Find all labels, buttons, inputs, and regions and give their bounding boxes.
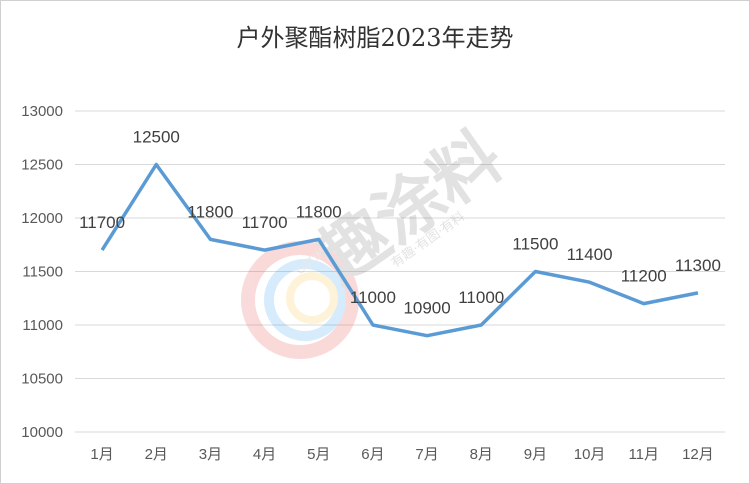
y-tick-label: 12000 (21, 210, 63, 227)
y-tick-label: 12500 (21, 157, 63, 174)
x-axis: 1月 2月 3月 4月 5月 6月 7月 8月 9月 10月 11月 12月 (90, 446, 713, 463)
x-tick-label: 12月 (682, 446, 714, 463)
y-tick-label: 11000 (22, 317, 63, 334)
data-label: 11500 (512, 235, 558, 254)
watermark-logo-ring (241, 241, 359, 359)
x-tick-label: 3月 (199, 446, 222, 463)
y-tick-label: 13000 (21, 103, 63, 120)
chart-title: 户外聚酯树脂2023年走势 (236, 24, 514, 52)
data-label: 11800 (187, 202, 233, 221)
y-tick-label: 10500 (21, 371, 63, 388)
data-label: 11000 (350, 288, 396, 307)
data-label: 11000 (458, 288, 504, 307)
x-tick-label: 8月 (470, 446, 493, 463)
gridlines (75, 110, 725, 433)
data-label: 11200 (621, 267, 667, 286)
x-tick-label: 1月 (90, 446, 113, 463)
x-tick-label: 4月 (253, 446, 276, 463)
data-label: 11700 (242, 213, 288, 232)
x-tick-label: 5月 (307, 446, 330, 463)
watermark: OATING 趣涂料 有趣·有图·有料 (241, 117, 517, 359)
x-tick-label: 7月 (415, 446, 438, 463)
series-line (100, 162, 699, 338)
data-labels: 11700 12500 11800 11700 11800 11000 10900 11000… (79, 128, 721, 318)
data-label: 10900 (403, 299, 450, 318)
data-label: 11800 (296, 202, 342, 221)
x-tick-label: 11月 (628, 446, 659, 463)
x-tick-label: 2月 (145, 446, 168, 463)
data-label: 11700 (79, 213, 125, 232)
data-label: 12500 (133, 128, 180, 147)
y-axis: 10000 10500 11000 11500 12000 12500 13000 (21, 103, 63, 441)
x-tick-label: 10月 (574, 446, 606, 463)
data-label: 11300 (675, 256, 721, 275)
data-label: 11400 (567, 245, 613, 264)
y-tick-label: 10000 (21, 424, 63, 441)
y-tick-label: 11500 (22, 264, 63, 281)
x-tick-label: 9月 (524, 446, 547, 463)
x-tick-label: 6月 (361, 446, 384, 463)
